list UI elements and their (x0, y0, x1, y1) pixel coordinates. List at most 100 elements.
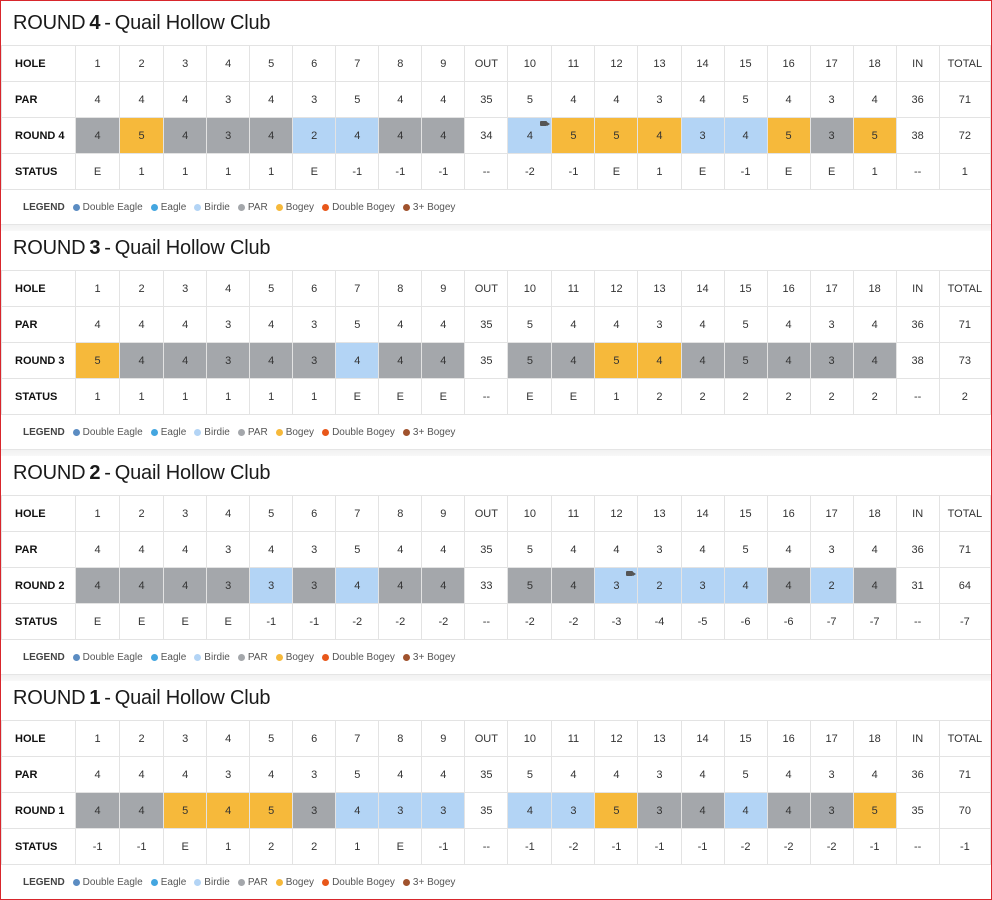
score-value: 4 (785, 354, 792, 367)
hole-number: 12 (594, 270, 639, 307)
hole-score: 5 (766, 117, 811, 154)
par-value: 3 (809, 531, 854, 568)
hole-score: 5 (507, 567, 553, 604)
legend-label: Bogey (285, 651, 315, 663)
score-value: 4 (225, 804, 232, 817)
score-value: 5 (94, 354, 101, 367)
in-header: IN (895, 495, 940, 532)
hole-score: 3 (809, 117, 854, 154)
legend-title: LEGEND (23, 876, 65, 888)
hole-number: 16 (766, 270, 811, 307)
score-value: 3 (268, 579, 275, 592)
status-value: 1 (852, 153, 897, 190)
par-value: 4 (852, 531, 897, 568)
video-camera-icon[interactable] (626, 571, 637, 576)
hole-number: 9 (421, 720, 466, 757)
round-label: ROUND 2 (0, 567, 77, 604)
hole-score: 4 (335, 792, 380, 829)
status-value: 1 (75, 378, 121, 415)
par-value: 35 (464, 306, 509, 343)
hole-number: 3 (163, 495, 208, 532)
hole-number: 17 (809, 270, 854, 307)
score-value: 4 (268, 354, 275, 367)
par-value: 5 (335, 756, 380, 793)
hole-score: 4 (249, 342, 294, 379)
status-label: STATUS (0, 603, 77, 640)
score-value: 3 (311, 354, 318, 367)
hole-score: 5 (852, 117, 897, 154)
score-value: 4 (570, 354, 577, 367)
legend-item: 3+ Bogey (402, 877, 455, 888)
status-value: -5 (680, 603, 725, 640)
status-label: STATUS (0, 378, 77, 415)
score-row: ROUND 4 4 5 4 3 4 2 4 4 4 34 4 5 5 4 3 4 5 3 5 38 72 (0, 117, 992, 154)
score-value: 4 (354, 579, 361, 592)
status-value: 1 (206, 828, 251, 865)
status-value: -2 (507, 153, 553, 190)
par-label: PAR (0, 531, 77, 568)
status-value: -2 (378, 603, 423, 640)
legend-dot-icon (402, 203, 410, 211)
hole-number: 3 (163, 720, 208, 757)
legend-dot-icon (402, 653, 410, 661)
hole-score: 3 (292, 567, 337, 604)
legend-dot-icon (150, 653, 158, 661)
score-value: 4 (570, 579, 577, 592)
round-number: 3 (89, 236, 101, 259)
hole-number: 10 (507, 270, 553, 307)
hole-number: 2 (119, 45, 165, 82)
title-separator: - (104, 236, 111, 259)
par-value: 5 (507, 81, 553, 118)
hole-score: 4 (421, 117, 466, 154)
status-value: 1 (292, 378, 337, 415)
hole-row: HOLE 1 2 3 4 5 6 7 8 9 OUT 10 11 12 13 14 15 16 17 18 IN TOTA… (0, 495, 992, 532)
legend-item: Eagle (150, 202, 186, 213)
score-value: 4 (699, 804, 706, 817)
score-value: 5 (785, 129, 792, 142)
status-value: 1 (335, 828, 380, 865)
score-value: 4 (699, 354, 706, 367)
status-value: -2 (421, 603, 466, 640)
status-value: -- (464, 828, 509, 865)
hole-score: 2 (809, 567, 854, 604)
score-value: 3 (828, 354, 835, 367)
legend-dot-icon (194, 878, 202, 886)
par-value: 4 (75, 306, 121, 343)
par-value: 3 (206, 81, 251, 118)
score-value: 3 (225, 354, 232, 367)
total-header: TOTAL (938, 45, 992, 82)
par-value: 4 (680, 531, 725, 568)
hole-label: HOLE (0, 720, 77, 757)
status-value: -- (895, 153, 940, 190)
legend-label: Birdie (204, 651, 230, 663)
legend-dot-icon (322, 428, 330, 436)
score-row: ROUND 3 5 4 4 3 4 3 4 4 4 35 5 4 5 4 4 5 4 3 4 38 73 (0, 342, 992, 379)
par-value: 4 (594, 756, 639, 793)
hole-score: 4 (75, 117, 121, 154)
status-value: -1 (75, 828, 121, 865)
score-value: 5 (613, 354, 620, 367)
in-score: 38 (895, 117, 940, 154)
status-value: E (766, 153, 811, 190)
legend-dot-icon (402, 428, 410, 436)
hole-score: 5 (723, 342, 768, 379)
status-value: -6 (766, 603, 811, 640)
hole-score: 4 (119, 567, 165, 604)
status-value: -6 (723, 603, 768, 640)
status-value: -7 (809, 603, 854, 640)
hole-score[interactable]: 3 (594, 567, 639, 604)
hole-number: 1 (75, 720, 121, 757)
legend-label: PAR (247, 201, 268, 213)
status-value: E (378, 828, 423, 865)
round-word: ROUND (13, 236, 86, 259)
score-value: 5 (871, 804, 878, 817)
legend-label: Eagle (160, 876, 187, 888)
hole-score[interactable]: 4 (507, 117, 553, 154)
par-value: 3 (809, 81, 854, 118)
legend-item: Eagle (150, 652, 186, 663)
par-value: 36 (895, 756, 940, 793)
status-value: -2 (766, 828, 811, 865)
hole-number: 13 (637, 270, 682, 307)
video-camera-icon[interactable] (540, 121, 551, 126)
score-value: 4 (742, 579, 749, 592)
